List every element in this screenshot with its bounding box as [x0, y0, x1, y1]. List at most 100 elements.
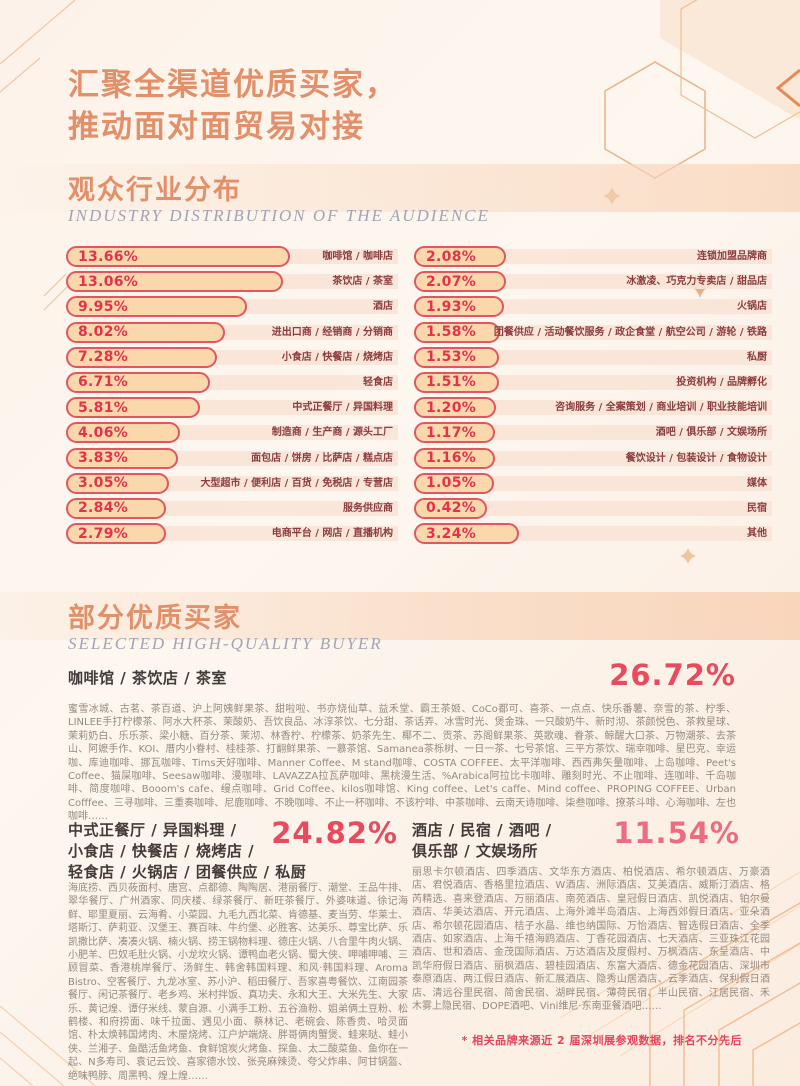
stat-percentage: 6.71% — [78, 374, 129, 391]
stat-label: 酒吧 / 俱乐部 / 文娱场所 — [655, 427, 767, 439]
stat-row: 1.16% 餐饮设计 / 包装设计 / 食物设计 — [414, 447, 772, 469]
stat-percentage: 13.66% — [78, 248, 139, 265]
stat-percentage: 4.06% — [78, 424, 129, 441]
stat-bar: 6.71% — [66, 371, 210, 393]
buyer-category-coffee-tea: 咖啡馆 / 茶饮店 / 茶室 26.72% 蜜雪冰城、古茗、茶百道、沪上阿姨鲜果… — [68, 658, 736, 824]
stat-row: 1.93% 火锅店 — [414, 296, 772, 318]
stat-bar: 5.81% — [66, 397, 200, 419]
stat-bar: 2.07% — [414, 271, 506, 293]
stat-row-band — [422, 450, 772, 466]
stat-row-band — [422, 475, 772, 491]
chevron-decoration — [775, 68, 800, 108]
sparkle-icon — [680, 548, 696, 564]
stat-row: 3.05% 大型超市 / 便利店 / 百货 / 免税店 / 专营店 — [66, 472, 398, 494]
industry-section-subtitle: INDUSTRY DISTRIBUTION OF THE AUDIENCE — [68, 206, 490, 225]
stat-row-band — [422, 374, 772, 390]
brand-list: 海底捞、西贝莜面村、唐宫、点都德、陶陶居、港丽餐厅、潮堂、王品牛排、翠华餐厅、广… — [68, 883, 408, 1082]
stat-row: 2.79% 电商平台 / 网店 / 直播机构 — [66, 523, 398, 545]
hexagon-decoration — [604, 61, 706, 179]
stat-percentage: 5.81% — [78, 399, 129, 416]
stat-row: 2.84% 服务供应商 — [66, 497, 398, 519]
category-percentage: 24.82% — [271, 816, 398, 850]
stat-percentage: 9.95% — [78, 298, 129, 315]
brand-list: 丽思卡尔顿酒店、四季酒店、文华东方酒店、柏悦酒店、希尔顿酒店、万豪酒店、君悦酒店… — [412, 867, 770, 1013]
stat-percentage: 1.20% — [426, 399, 477, 416]
stat-percentage: 0.42% — [426, 500, 477, 517]
stat-row: 7.28% 小食店 / 快餐店 / 烧烤店 — [66, 346, 398, 368]
stat-bar: 0.42% — [414, 497, 487, 519]
stat-bar: 2.08% — [414, 246, 506, 267]
stat-row: 0.42% 民宿 — [414, 497, 772, 519]
stat-percentage: 8.02% — [78, 324, 129, 341]
stat-percentage: 7.28% — [78, 349, 129, 366]
stat-bar: 9.95% — [66, 296, 247, 318]
industry-stats: 13.66% 咖啡馆 / 咖啡店 13.06% 茶饮店 / 茶室 9.95% 酒店 8.02… — [66, 246, 772, 548]
stat-row: 1.58% 团餐供应 / 活动餐饮服务 / 政企食堂 / 航空公司 / 游轮 / … — [414, 321, 772, 343]
buyer-category-restaurants: 中式正餐厅 / 异国料理 / 小食店 / 快餐店 / 烧烤店 / 轻食店 / 火… — [68, 816, 408, 1082]
hero-title-line1: 汇聚全渠道优质买家， — [68, 67, 398, 103]
category-header: 中式正餐厅 / 异国料理 / 小食店 / 快餐店 / 烧烤店 / 轻食店 / 火… — [68, 821, 307, 881]
sparkle-icon — [603, 187, 621, 205]
buyers-section-title: 部分优质买家 — [68, 603, 242, 634]
stat-row-band — [422, 400, 772, 416]
stat-bar: 1.17% — [414, 422, 495, 444]
category-header: 咖啡馆 / 茶饮店 / 茶室 — [68, 669, 227, 687]
stat-row: 1.17% 酒吧 / 俱乐部 / 文娱场所 — [414, 422, 772, 444]
buyers-section-subtitle: SELECTED HIGH-QUALITY BUYER — [68, 634, 383, 653]
hero-title-line2: 推动面对面贸易对接 — [68, 109, 365, 145]
stat-row-band — [422, 349, 772, 365]
stat-percentage: 1.51% — [426, 374, 477, 391]
stat-label: 服务供应商 — [343, 502, 393, 514]
stat-row: 1.05% 媒体 — [414, 472, 772, 494]
stat-label: 轻食店 — [363, 376, 393, 388]
stat-percentage: 1.53% — [426, 349, 477, 366]
stats-column-left: 13.66% 咖啡馆 / 咖啡店 13.06% 茶饮店 / 茶室 9.95% 酒店 8.02… — [66, 246, 398, 548]
stat-percentage: 3.05% — [78, 475, 129, 492]
stat-row-band — [422, 274, 772, 290]
stat-bar: 1.93% — [414, 296, 504, 318]
stat-label: 媒体 — [747, 477, 767, 489]
stat-label: 连锁加盟品牌商 — [697, 251, 767, 262]
industry-section-title: 观众行业分布 — [68, 175, 242, 206]
stat-bar: 13.06% — [66, 271, 283, 293]
stat-label: 咖啡馆 / 咖啡店 — [322, 251, 393, 262]
stat-label: 其他 — [747, 528, 767, 540]
stat-row: 2.07% 冰激凌、巧克力专卖店 / 甜品店 — [414, 271, 772, 293]
stat-label: 制造商 / 生产商 / 源头工厂 — [271, 427, 393, 439]
stat-row: 3.24% 其他 — [414, 523, 772, 545]
stat-row-band — [422, 249, 772, 264]
stat-row: 3.83% 面包店 / 饼房 / 比萨店 / 糕点店 — [66, 447, 398, 469]
stat-row-band — [422, 299, 772, 315]
stat-row: 6.71% 轻食店 — [66, 371, 398, 393]
stat-label: 中式正餐厅 / 异国料理 — [292, 402, 393, 414]
brand-list: 蜜雪冰城、古茗、茶百道、沪上阿姨鲜果茶、甜啦啦、书亦烧仙草、益禾堂、霸王茶姬、C… — [68, 704, 736, 823]
corner-shape — [660, 0, 800, 120]
stat-label: 大型超市 / 便利店 / 百货 / 免税店 / 专营店 — [200, 477, 393, 489]
stat-bar: 1.51% — [414, 371, 499, 393]
stat-label: 私厨 — [747, 351, 767, 363]
stat-label: 面包店 / 饼房 / 比萨店 / 糕点店 — [251, 452, 393, 464]
buyer-category-hotels: 酒店 / 民宿 / 酒吧 / 俱乐部 / 文娱场所 11.54% 丽思卡尔顿酒店… — [412, 816, 770, 1012]
stat-percentage: 1.05% — [426, 475, 477, 492]
stat-bar: 3.24% — [414, 523, 519, 545]
stat-row-band — [422, 500, 772, 516]
stat-row: 2.08% 连锁加盟品牌商 — [414, 246, 772, 267]
stat-label: 电商平台 / 网店 / 直播机构 — [271, 528, 393, 540]
stat-bar: 7.28% — [66, 346, 217, 368]
stat-percentage: 3.24% — [426, 525, 477, 542]
stat-bar: 3.83% — [66, 447, 178, 469]
stat-bar: 1.58% — [414, 321, 500, 343]
stat-row: 13.06% 茶饮店 / 茶室 — [66, 271, 398, 293]
stat-percentage: 13.06% — [78, 273, 139, 290]
stat-percentage: 1.17% — [426, 424, 477, 441]
stat-label: 投资机构 / 品牌孵化 — [676, 376, 767, 388]
stat-row: 1.51% 投资机构 / 品牌孵化 — [414, 371, 772, 393]
stat-row-band — [422, 324, 772, 340]
stat-percentage: 1.93% — [426, 298, 477, 315]
stat-row: 5.81% 中式正餐厅 / 异国料理 — [66, 397, 398, 419]
category-percentage: 11.54% — [613, 816, 740, 850]
stat-bar: 8.02% — [66, 321, 225, 343]
stat-percentage: 1.58% — [426, 324, 477, 341]
stat-label: 咨询服务 / 全案策划 / 商业培训 / 职业技能培训 — [555, 402, 767, 414]
stat-bar: 2.84% — [66, 497, 166, 519]
